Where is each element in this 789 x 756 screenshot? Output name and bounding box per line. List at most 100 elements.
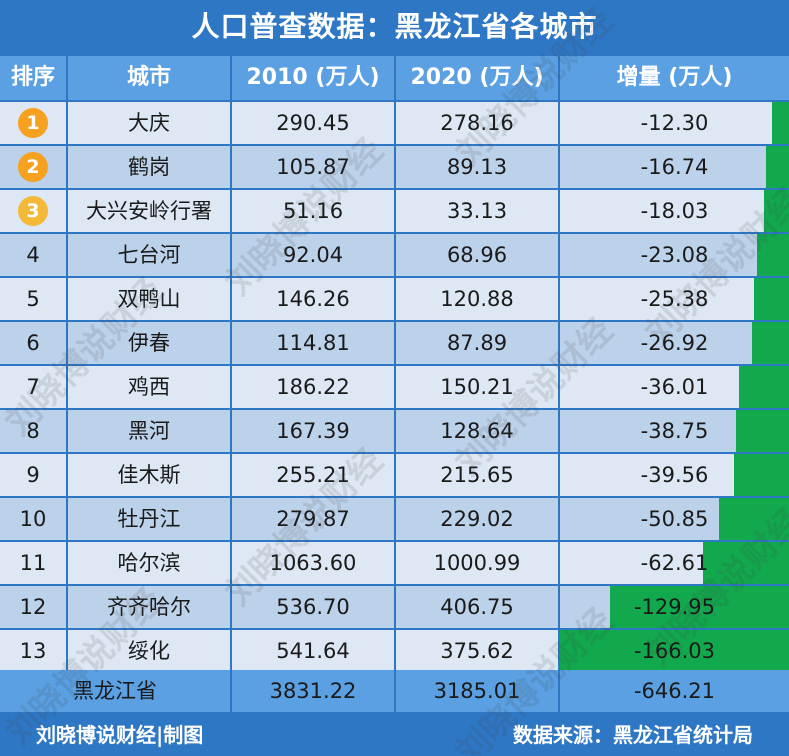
value-2010-cell: 167.39 [232, 410, 394, 452]
rank-label: 4 [26, 243, 40, 267]
delta-bar [734, 454, 789, 496]
value-2010-cell: 92.04 [232, 234, 394, 276]
header-2010: 2010 (万人) [232, 56, 394, 100]
city-cell: 伊春 [68, 322, 230, 364]
rank-label: 11 [19, 551, 47, 575]
value-2010-cell: 186.22 [232, 366, 394, 408]
value-2020-cell: 150.21 [396, 366, 558, 408]
table-row: 7 鸡西 186.22 150.21 -36.01 [0, 366, 789, 408]
delta-bar [757, 234, 789, 276]
rank-medal-icon: 2 [18, 152, 48, 182]
value-2020-cell: 68.96 [396, 234, 558, 276]
delta-label: -26.92 [640, 331, 709, 355]
table-row: 9 佳木斯 255.21 215.65 -39.56 [0, 454, 789, 496]
city-cell: 大庆 [68, 102, 230, 144]
value-2010-cell: 114.81 [232, 322, 394, 364]
delta-label: -129.95 [633, 595, 716, 619]
value-2010-cell: 1063.60 [232, 542, 394, 584]
header-city: 城市 [68, 56, 230, 100]
city-cell: 大兴安岭行署 [68, 190, 230, 232]
rank-cell: 6 [0, 322, 66, 364]
city-cell: 哈尔滨 [68, 542, 230, 584]
rank-cell: 12 [0, 586, 66, 628]
rank-label: 10 [19, 507, 47, 531]
value-2010-cell: 146.26 [232, 278, 394, 320]
value-2020-cell: 89.13 [396, 146, 558, 188]
delta-cell: -18.03 [560, 190, 789, 232]
rank-label: 12 [19, 595, 47, 619]
delta-label: -36.01 [640, 375, 709, 399]
delta-cell: -50.85 [560, 498, 789, 540]
delta-bar [718, 498, 789, 540]
value-2010-cell: 290.45 [232, 102, 394, 144]
value-2020-cell: 215.65 [396, 454, 558, 496]
city-cell: 牡丹江 [68, 498, 230, 540]
value-2020-cell: 278.16 [396, 102, 558, 144]
rank-cell: 13 [0, 630, 66, 672]
delta-label: -12.30 [640, 111, 709, 135]
rank-medal-icon: 1 [18, 108, 48, 138]
table-row: 12 齐齐哈尔 536.70 406.75 -129.95 [0, 586, 789, 628]
delta-cell: -25.38 [560, 278, 789, 320]
city-cell: 绥化 [68, 630, 230, 672]
delta-bar [751, 322, 789, 364]
table-row: 6 伊春 114.81 87.89 -26.92 [0, 322, 789, 364]
rank-cell: 2 [0, 146, 66, 188]
table-row: 13 绥化 541.64 375.62 -166.03 [0, 630, 789, 672]
delta-bar [754, 278, 789, 320]
header-2020: 2020 (万人) [396, 56, 558, 100]
delta-cell: -12.30 [560, 102, 789, 144]
delta-cell: -36.01 [560, 366, 789, 408]
value-2020-cell: 128.64 [396, 410, 558, 452]
rank-cell: 5 [0, 278, 66, 320]
delta-bar [772, 102, 789, 144]
table-row: 8 黑河 167.39 128.64 -38.75 [0, 410, 789, 452]
delta-bar [702, 542, 789, 584]
table-row: 4 七台河 92.04 68.96 -23.08 [0, 234, 789, 276]
delta-cell: -39.56 [560, 454, 789, 496]
delta-label: -62.61 [640, 551, 709, 575]
footer: 刘晓博说财经|制图 数据来源：黑龙江省统计局 [0, 714, 789, 756]
value-2010-cell: 51.16 [232, 190, 394, 232]
delta-cell: -129.95 [560, 586, 789, 628]
delta-label: -25.38 [640, 287, 709, 311]
delta-label: -50.85 [640, 507, 709, 531]
rank-label: 13 [19, 639, 47, 663]
footer-source: 数据来源：黑龙江省统计局 [513, 723, 753, 747]
rank-medal-icon: 3 [18, 196, 48, 226]
table-row: 2 鹤岗 105.87 89.13 -16.74 [0, 146, 789, 188]
table-row: 5 双鸭山 146.26 120.88 -25.38 [0, 278, 789, 320]
value-2020-cell: 229.02 [396, 498, 558, 540]
delta-cell: -16.74 [560, 146, 789, 188]
value-2020-cell: 1000.99 [396, 542, 558, 584]
header-rank: 排序 [0, 56, 66, 100]
table-header: 排序 城市 2010 (万人) 2020 (万人) 增量 (万人) [0, 56, 789, 100]
delta-label: -16.74 [640, 155, 709, 179]
value-2010-cell: 255.21 [232, 454, 394, 496]
city-cell: 鸡西 [68, 366, 230, 408]
value-2020-cell: 87.89 [396, 322, 558, 364]
header-delta: 增量 (万人) [560, 56, 789, 100]
total-city: 黑龙江省 [0, 670, 230, 712]
delta-cell: -62.61 [560, 542, 789, 584]
rank-label: 9 [26, 463, 40, 487]
footer-credit: 刘晓博说财经|制图 [36, 723, 204, 747]
city-cell: 黑河 [68, 410, 230, 452]
rank-cell: 7 [0, 366, 66, 408]
rank-cell: 8 [0, 410, 66, 452]
delta-cell: -23.08 [560, 234, 789, 276]
delta-label: -23.08 [640, 243, 709, 267]
delta-cell: -166.03 [560, 630, 789, 672]
rank-cell: 11 [0, 542, 66, 584]
value-2020-cell: 120.88 [396, 278, 558, 320]
table-row: 1 大庆 290.45 278.16 -12.30 [0, 102, 789, 144]
delta-label: -38.75 [640, 419, 709, 443]
city-cell: 鹤岗 [68, 146, 230, 188]
total-delta: -646.21 [560, 670, 789, 712]
value-2010-cell: 105.87 [232, 146, 394, 188]
rank-cell: 10 [0, 498, 66, 540]
value-2020-cell: 406.75 [396, 586, 558, 628]
total-row: 黑龙江省 3831.22 3185.01 -646.21 [0, 670, 789, 712]
value-2020-cell: 375.62 [396, 630, 558, 672]
